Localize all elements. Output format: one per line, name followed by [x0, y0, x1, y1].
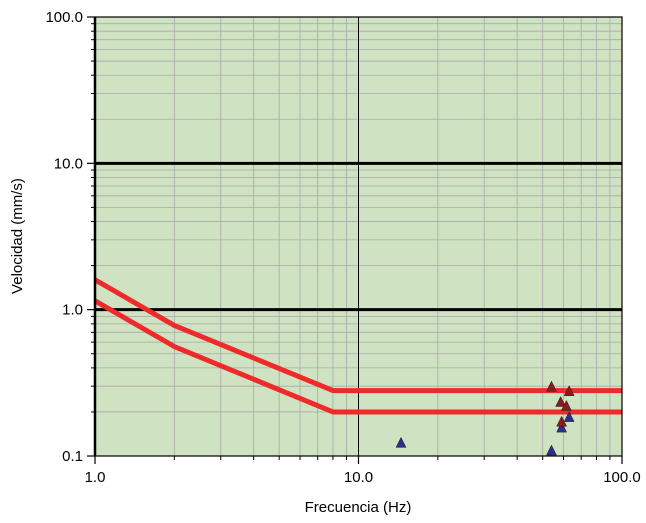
- data-point-triangle: [395, 436, 407, 448]
- x-tick-label: 10.0: [344, 469, 373, 486]
- y-tick-label: 100.0: [45, 9, 83, 26]
- y-axis-title: Velocidad (mm/s): [9, 178, 26, 294]
- y-tick-label: 0.1: [62, 448, 83, 465]
- data-point-triangle: [555, 395, 567, 407]
- x-tick-labels: 1.0 10.0 100.0: [85, 469, 641, 486]
- x-tick-label: 100.0: [603, 469, 641, 486]
- data-point-triangle: [546, 444, 557, 456]
- data-point-triangle: [546, 380, 557, 392]
- y-tick-label: 1.0: [62, 302, 83, 319]
- limit-line: [93, 277, 622, 394]
- x-tick-label: 1.0: [85, 469, 106, 486]
- major-grid-lines: [95, 17, 622, 456]
- limit-line: [93, 298, 622, 415]
- axes: [87, 16, 623, 464]
- data-point-triangle: [556, 415, 568, 427]
- data-point-triangle: [556, 421, 568, 433]
- data-point-triangle: [563, 411, 575, 422]
- limit-lines: [93, 277, 622, 415]
- data-point-triangle: [563, 385, 575, 396]
- y-tick-label: 10.0: [54, 155, 83, 172]
- x-axis-title: Frecuencia (Hz): [305, 499, 412, 516]
- data-point-triangle: [560, 399, 572, 411]
- data-points: [395, 380, 575, 456]
- y-tick-labels: 0.1 1.0 10.0 100.0: [45, 9, 83, 465]
